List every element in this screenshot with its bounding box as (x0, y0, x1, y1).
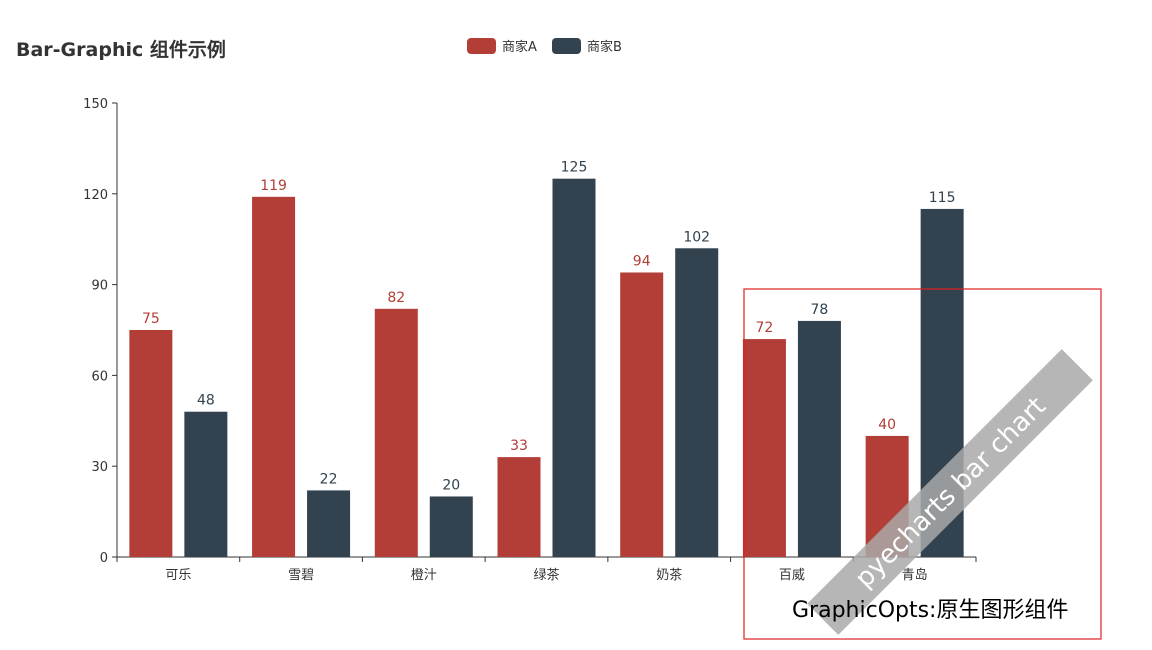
bar[interactable] (184, 411, 228, 557)
legend-swatch[interactable] (467, 38, 496, 54)
x-tick-label: 百威 (779, 568, 805, 583)
x-tick-label: 青岛 (902, 567, 928, 583)
data-label: 72 (756, 320, 774, 336)
y-tick-label: 90 (91, 279, 108, 294)
graphic-caption: GraphicOpts:原生图形组件 (792, 598, 1068, 623)
data-label: 40 (878, 417, 896, 433)
bar[interactable] (675, 248, 719, 557)
y-tick-label: 0 (100, 551, 108, 566)
bar[interactable] (129, 330, 173, 557)
data-label: 48 (197, 393, 215, 409)
y-tick-label: 30 (91, 460, 108, 475)
chart-title: Bar-Graphic 组件示例 (16, 38, 226, 61)
bar[interactable] (797, 320, 841, 557)
x-tick-label: 奶茶 (656, 567, 682, 583)
legend[interactable]: 商家A 商家B (467, 38, 622, 55)
banner-rect (807, 349, 1093, 635)
data-labels: 75 119 82 33 94 72 40 48 22 20 125 102 78 115 (142, 160, 956, 494)
x-tick-label: 可乐 (165, 568, 191, 583)
y-tick-label: 150 (83, 97, 108, 112)
graphic-box (743, 288, 1102, 640)
data-label: 102 (683, 229, 710, 245)
data-label: 20 (442, 477, 460, 493)
y-tick-label: 60 (91, 369, 108, 384)
data-label: 94 (633, 253, 651, 269)
data-label: 33 (510, 438, 528, 454)
data-label: 115 (929, 190, 956, 206)
data-label: 22 (320, 471, 338, 487)
bar[interactable] (374, 308, 418, 557)
data-label: 75 (142, 311, 160, 327)
legend-swatch[interactable] (552, 38, 581, 54)
bar[interactable] (429, 496, 473, 557)
x-tick-label: 绿茶 (533, 567, 559, 583)
bar[interactable] (497, 457, 541, 557)
data-label: 78 (811, 302, 829, 318)
bar[interactable] (552, 178, 596, 557)
bar[interactable] (742, 339, 786, 557)
data-label: 125 (561, 160, 588, 176)
data-label: 82 (387, 290, 405, 306)
legend-label[interactable]: 商家B (587, 39, 622, 55)
bars (129, 178, 964, 557)
bar[interactable] (620, 272, 664, 557)
bar[interactable] (252, 196, 296, 557)
legend-label[interactable]: 商家A (502, 39, 537, 55)
bar[interactable] (307, 490, 351, 557)
data-label: 119 (260, 178, 287, 194)
x-tick-label: 橙汁 (411, 568, 437, 583)
y-tick-label: 120 (83, 188, 108, 203)
x-tick-label: 雪碧 (288, 568, 314, 583)
